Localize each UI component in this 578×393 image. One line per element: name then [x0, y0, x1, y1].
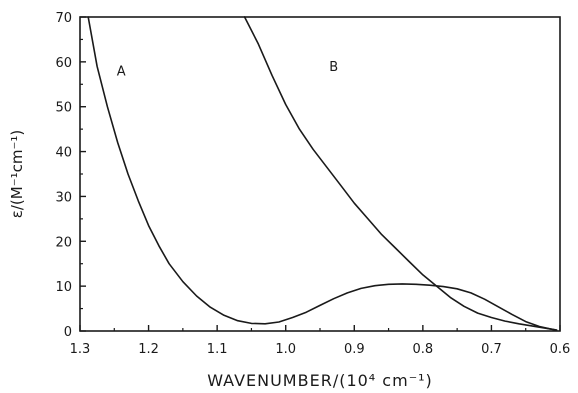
plot-frame [79, 16, 561, 332]
x-tick-label: 0.7 [481, 342, 502, 357]
x-tick-label: 0.8 [413, 342, 434, 357]
y-axis-title: ε/(M⁻¹cm⁻¹) [8, 130, 26, 219]
y-tick-label: 10 [55, 280, 72, 295]
x-tick-label: 1.0 [275, 342, 296, 357]
y-tick-label: 40 [55, 146, 72, 161]
y-tick-label: 50 [55, 101, 72, 116]
series-label-a: A [117, 64, 126, 79]
x-tick-label: 0.9 [344, 342, 365, 357]
x-tick-label: 1.3 [70, 342, 91, 357]
y-tick-label: 20 [55, 235, 72, 250]
y-tick-label: 60 [55, 56, 72, 71]
y-tick-label: 30 [55, 190, 72, 205]
series-label-b: B [329, 60, 338, 75]
x-tick-label: 0.6 [550, 342, 571, 357]
axis-ticks: 1.3 1.2 1.1 1.0 0.9 0.8 0.7 0.6 0 10 20 30 40 50 60 70 [55, 11, 570, 357]
x-tick-label: 1.1 [207, 342, 228, 357]
x-axis-title: WAVENUMBER/(10⁴ cm⁻¹) [207, 371, 433, 390]
series-line-a [87, 16, 558, 331]
y-tick-label: 0 [64, 325, 72, 340]
y-tick-label: 70 [55, 11, 72, 26]
x-tick-label: 1.2 [138, 342, 159, 357]
series-line-b [243, 16, 558, 331]
